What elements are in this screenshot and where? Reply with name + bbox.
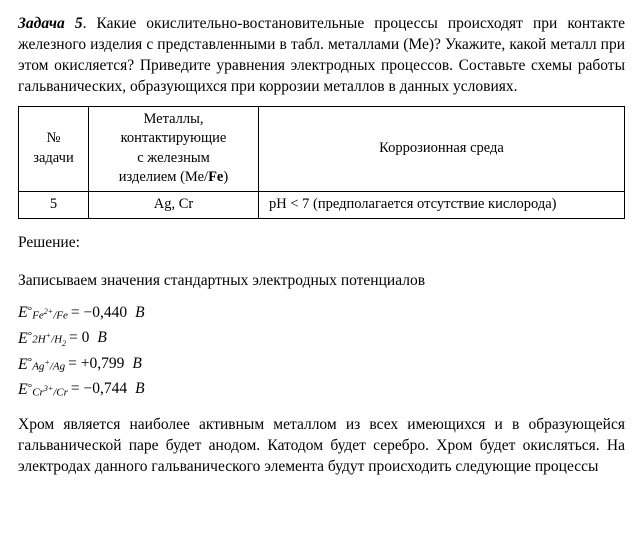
cell-medium: pH < 7 (предполагается отсутствие кислор…	[259, 191, 625, 218]
eq-unit: В	[135, 303, 144, 324]
header-num-l1: №	[47, 130, 61, 146]
header-num: № задачи	[19, 106, 89, 191]
header-metals-l3: с железным	[137, 150, 210, 166]
solution-label: Решение:	[18, 233, 625, 254]
eq-symbol: E	[18, 328, 28, 350]
eq-symbol: E	[18, 354, 28, 376]
header-metals-l2: контактирующие	[121, 130, 227, 146]
eq-symbol: E	[18, 302, 28, 324]
eq-val: = −0,440	[71, 303, 127, 324]
equation-3: E°Ag+/Ag = +0,799 В	[18, 354, 625, 376]
cell-metals: Ag, Cr	[89, 191, 259, 218]
table-row: 5 Ag, Cr pH < 7 (предполагается отсутств…	[19, 191, 625, 218]
header-num-l2: задачи	[33, 150, 73, 166]
eq-sub: Fe2+/Fe	[32, 307, 68, 324]
eq-unit: В	[135, 379, 144, 400]
eq-sub: 2H+/H2	[32, 331, 66, 350]
eq-sub: Cr3+/Cr	[32, 384, 68, 401]
solution-conclusion: Хром является наиболее активным металлом…	[18, 415, 625, 478]
cell-num: 5	[19, 191, 89, 218]
header-metals: Металлы, контактирующие с железным издел…	[89, 106, 259, 191]
metals-table: № задачи Металлы, контактирующие с желез…	[18, 106, 625, 219]
eq-symbol: E	[18, 379, 28, 401]
equation-4: E°Cr3+/Cr = −0,744 В	[18, 379, 625, 401]
eq-val: = 0	[69, 328, 89, 349]
header-medium: Коррозионная среда	[259, 106, 625, 191]
task-label: Задача 5	[18, 15, 83, 32]
header-metals-l1: Металлы,	[143, 111, 203, 127]
solution-intro: Записываем значения стандартных электрод…	[18, 271, 625, 292]
task-paragraph: Задача 5. Какие окислительно-востановите…	[18, 14, 625, 98]
equation-block: E°Fe2+/Fe = −0,440 В E°2H+/H2 = 0 В E°Ag…	[18, 302, 625, 400]
equation-1: E°Fe2+/Fe = −0,440 В	[18, 302, 625, 324]
table-header-row: № задачи Металлы, контактирующие с желез…	[19, 106, 625, 191]
eq-unit: В	[97, 328, 106, 349]
equation-2: E°2H+/H2 = 0 В	[18, 328, 625, 350]
eq-val: = +0,799	[68, 354, 124, 375]
eq-val: = −0,744	[71, 379, 127, 400]
eq-unit: В	[132, 354, 141, 375]
eq-sub: Ag+/Ag	[32, 358, 65, 375]
task-body: . Какие окислительно-востановительные пр…	[18, 15, 625, 95]
header-metals-l4: изделием (Ме/Fe)	[119, 169, 228, 185]
